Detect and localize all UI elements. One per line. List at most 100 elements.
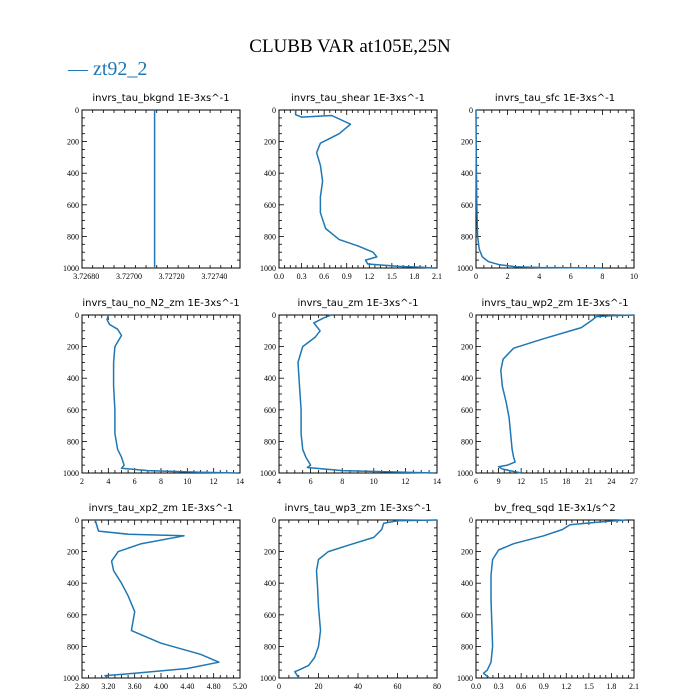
x-tick-label: 9 [497,477,501,486]
x-tick-label: 1.8 [409,272,419,281]
x-tick-label: 8 [600,272,604,281]
x-tick-label: 1.8 [606,682,616,691]
x-tick-label: 4.00 [154,682,168,691]
y-tick-label: 400 [67,169,79,178]
series-line-zt92_2 [294,519,438,679]
x-tick-label: 0.6 [319,272,329,281]
subplot-title: bv_freq_sqd 1E-3x1/s^2 [494,503,616,514]
y-tick-label: 1000 [260,469,276,478]
y-tick-label: 1000 [457,674,473,683]
y-tick-label: 400 [67,374,79,383]
y-tick-label: 800 [264,232,276,241]
subplot-title: invrs_tau_bkgnd 1E-3xs^-1 [92,93,229,104]
y-tick-label: 400 [461,374,473,383]
x-tick-label: 2.1 [629,682,639,691]
y-tick-label: 400 [264,169,276,178]
x-tick-label: 2.1 [432,272,442,281]
x-tick-label: 6 [474,477,478,486]
y-tick-label: 600 [461,611,473,620]
x-tick-label: 3.72700 [116,272,142,281]
y-tick-label: 600 [264,611,276,620]
y-tick-label: 0 [469,516,473,525]
x-tick-label: 3.72680 [73,272,99,281]
subplot-8: invrs_tau_wp3_zm 1E-3xs^-102004006008001… [260,503,441,691]
y-tick-label: 600 [67,406,79,415]
x-tick-label: 1.5 [584,682,594,691]
y-tick-label: 1000 [260,674,276,683]
x-tick-label: 1.5 [387,272,397,281]
y-tick-label: 1000 [457,264,473,273]
x-tick-label: 20 [315,682,323,691]
x-tick-label: 24 [607,477,615,486]
x-tick-label: 15 [540,477,548,486]
y-tick-label: 0 [469,106,473,115]
x-tick-label: 0.6 [516,682,526,691]
plot-frame [475,519,635,679]
x-tick-label: 0 [277,682,281,691]
y-tick-label: 600 [264,201,276,210]
y-tick-label: 400 [461,169,473,178]
x-tick-label: 0.0 [471,682,481,691]
x-tick-label: 12 [517,477,525,486]
y-tick-label: 0 [75,311,79,320]
x-tick-label: 6 [309,477,313,486]
y-tick-label: 800 [461,232,473,241]
x-tick-label: 3.60 [128,682,142,691]
x-tick-label: 3.72720 [159,272,185,281]
y-tick-label: 800 [67,642,79,651]
x-tick-label: 40 [354,682,362,691]
subplot-6: invrs_tau_wp2_zm 1E-3xs^-1 0 200 400 600 800 1… [457,298,638,486]
x-tick-label: 0.0 [274,272,284,281]
x-tick-label: 8 [340,477,344,486]
subplot-7: invrs_tau_xp2_zm 1E-3xs^-1 0 200 400 600 800 1… [63,503,247,691]
y-tick-label: 600 [67,201,79,210]
y-tick-label: 600 [461,201,473,210]
plot-frame [81,519,241,679]
subplot-9: bv_freq_sqd 1E-3x1/s^2020040060080010000… [457,503,639,691]
x-tick-label: 14 [433,477,441,486]
y-tick-label: 400 [264,374,276,383]
x-tick-label: 4 [537,272,541,281]
x-tick-label: 1.2 [561,682,571,691]
y-tick-label: 200 [461,343,473,352]
page-title: CLUBB VAR at105E,25N [249,36,451,57]
plot-frame [475,109,635,269]
plot-frame [81,314,241,474]
x-tick-label: 10 [370,477,378,486]
x-tick-label: 6 [133,477,137,486]
x-tick-label: 80 [433,682,441,691]
x-tick-label: 10 [183,477,191,486]
series-line-zt92_2 [294,110,434,269]
x-tick-label: 12 [210,477,218,486]
x-tick-label: 14 [236,477,244,486]
subplot-3: invrs_tau_sfc 1E-3xs^-1 0 200 400 600 800 1000… [457,93,638,281]
y-tick-label: 0 [272,106,276,115]
x-tick-label: 5.20 [233,682,247,691]
x-tick-label: 12 [401,477,409,486]
y-tick-label: 600 [461,406,473,415]
subplot-title: invrs_tau_shear 1E-3xs^-1 [291,93,425,104]
y-tick-label: 1000 [63,674,79,683]
legend-entry: — zt92_2 [68,58,148,80]
plot-frame [278,519,438,679]
y-tick-label: 200 [67,138,79,147]
y-tick-label: 800 [67,232,79,241]
plot-frame [475,314,635,474]
series-line-zt92_2 [297,314,434,474]
x-tick-label: 3.72740 [201,272,227,281]
y-tick-label: 200 [461,138,473,147]
y-tick-label: 400 [461,579,473,588]
subplot-4: invrs_tau_no_N2_zm 1E-3xs^-10 200 400 600 80… [63,298,244,486]
y-tick-label: 200 [461,548,473,557]
series-line-zt92_2 [482,519,627,679]
x-tick-label: 0.9 [342,272,352,281]
x-tick-label: 3.20 [101,682,115,691]
x-tick-label: 8 [159,477,163,486]
x-tick-label: 27 [630,477,638,486]
y-tick-label: 0 [272,311,276,320]
x-tick-label: 4 [277,477,281,486]
y-tick-label: 200 [67,343,79,352]
subplot-title: invrs_tau_xp2_zm 1E-3xs^-1 [89,503,234,514]
y-tick-label: 0 [75,516,79,525]
